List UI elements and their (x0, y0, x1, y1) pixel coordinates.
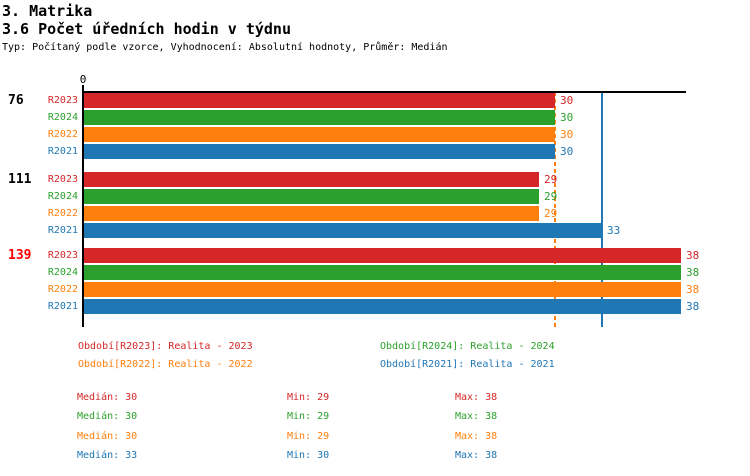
group-label: 76 (8, 93, 24, 108)
bar-value-label: 29 (544, 190, 558, 203)
bar-value-label: 29 (544, 207, 558, 220)
group-label: 111 (8, 172, 32, 187)
bar-value-label: 33 (607, 224, 621, 237)
bar-76-R2022 (84, 127, 555, 142)
legend-item-R2021: Období[R2021]: Realita - 2021 (380, 359, 555, 370)
bar-111-R2024 (84, 189, 539, 204)
legend-item-R2024: Období[R2024]: Realita - 2024 (380, 341, 555, 352)
stat-median-R2023: Medián: 30 (77, 392, 138, 403)
stat-min-R2024: Min: 29 (287, 411, 330, 422)
chart-subtitle: Typ: Počítaný podle vzorce, Vyhodnocení:… (2, 42, 448, 53)
bar-value-label: 30 (560, 111, 574, 124)
stat-max-R2024: Max: 38 (455, 411, 498, 422)
bar-111-R2022 (84, 206, 539, 221)
chart-title: 3.6 Počet úředních hodin v týdnu (2, 20, 291, 38)
y-axis-line (82, 92, 84, 327)
x-axis-zero-label: 0 (79, 73, 87, 86)
x-axis-zero-tick (82, 85, 84, 92)
series-tick-label: R2021 (47, 146, 78, 157)
stat-min-R2021: Min: 30 (287, 450, 330, 461)
bar-value-label: 30 (560, 128, 574, 141)
bar-139-R2022 (84, 282, 681, 297)
bar-139-R2023 (84, 248, 681, 263)
bar-value-label: 38 (686, 266, 700, 279)
stat-max-R2021: Max: 38 (455, 450, 498, 461)
bar-111-R2023 (84, 172, 539, 187)
series-tick-label: R2024 (47, 112, 78, 123)
series-tick-label: R2023 (47, 174, 78, 185)
bar-value-label: 30 (560, 145, 574, 158)
stat-min-R2022: Min: 29 (287, 431, 330, 442)
series-tick-label: R2023 (47, 95, 78, 106)
series-tick-label: R2022 (47, 129, 78, 140)
stat-median-R2022: Medián: 30 (77, 431, 138, 442)
series-tick-label: R2024 (47, 191, 78, 202)
bar-139-R2024 (84, 265, 681, 280)
bar-76-R2023 (84, 93, 555, 108)
series-tick-label: R2021 (47, 301, 78, 312)
bar-139-R2021 (84, 299, 681, 314)
stat-median-R2024: Medián: 30 (77, 411, 138, 422)
stat-median-R2021: Medián: 33 (77, 450, 138, 461)
bar-value-label: 29 (544, 173, 558, 186)
legend-item-R2022: Období[R2022]: Realita - 2022 (78, 359, 253, 370)
legend-item-R2023: Období[R2023]: Realita - 2023 (78, 341, 253, 352)
bar-value-label: 38 (686, 249, 700, 262)
bar-value-label: 38 (686, 283, 700, 296)
stat-max-R2022: Max: 38 (455, 431, 498, 442)
median-reference-line (554, 92, 556, 327)
group-label: 139 (8, 248, 32, 263)
series-tick-label: R2022 (47, 284, 78, 295)
bar-value-label: 38 (686, 300, 700, 313)
stat-max-R2023: Max: 38 (455, 392, 498, 403)
report-section-title: 3. Matrika (2, 2, 93, 20)
bar-76-R2021 (84, 144, 555, 159)
stat-min-R2023: Min: 29 (287, 392, 330, 403)
x-axis-line (83, 91, 686, 93)
series-tick-label: R2021 (47, 225, 78, 236)
series-tick-label: R2022 (47, 208, 78, 219)
series-tick-label: R2024 (47, 267, 78, 278)
series-tick-label: R2023 (47, 250, 78, 261)
bar-111-R2021 (84, 223, 602, 238)
bar-value-label: 30 (560, 94, 574, 107)
bar-76-R2024 (84, 110, 555, 125)
median-reference-line (601, 92, 603, 327)
